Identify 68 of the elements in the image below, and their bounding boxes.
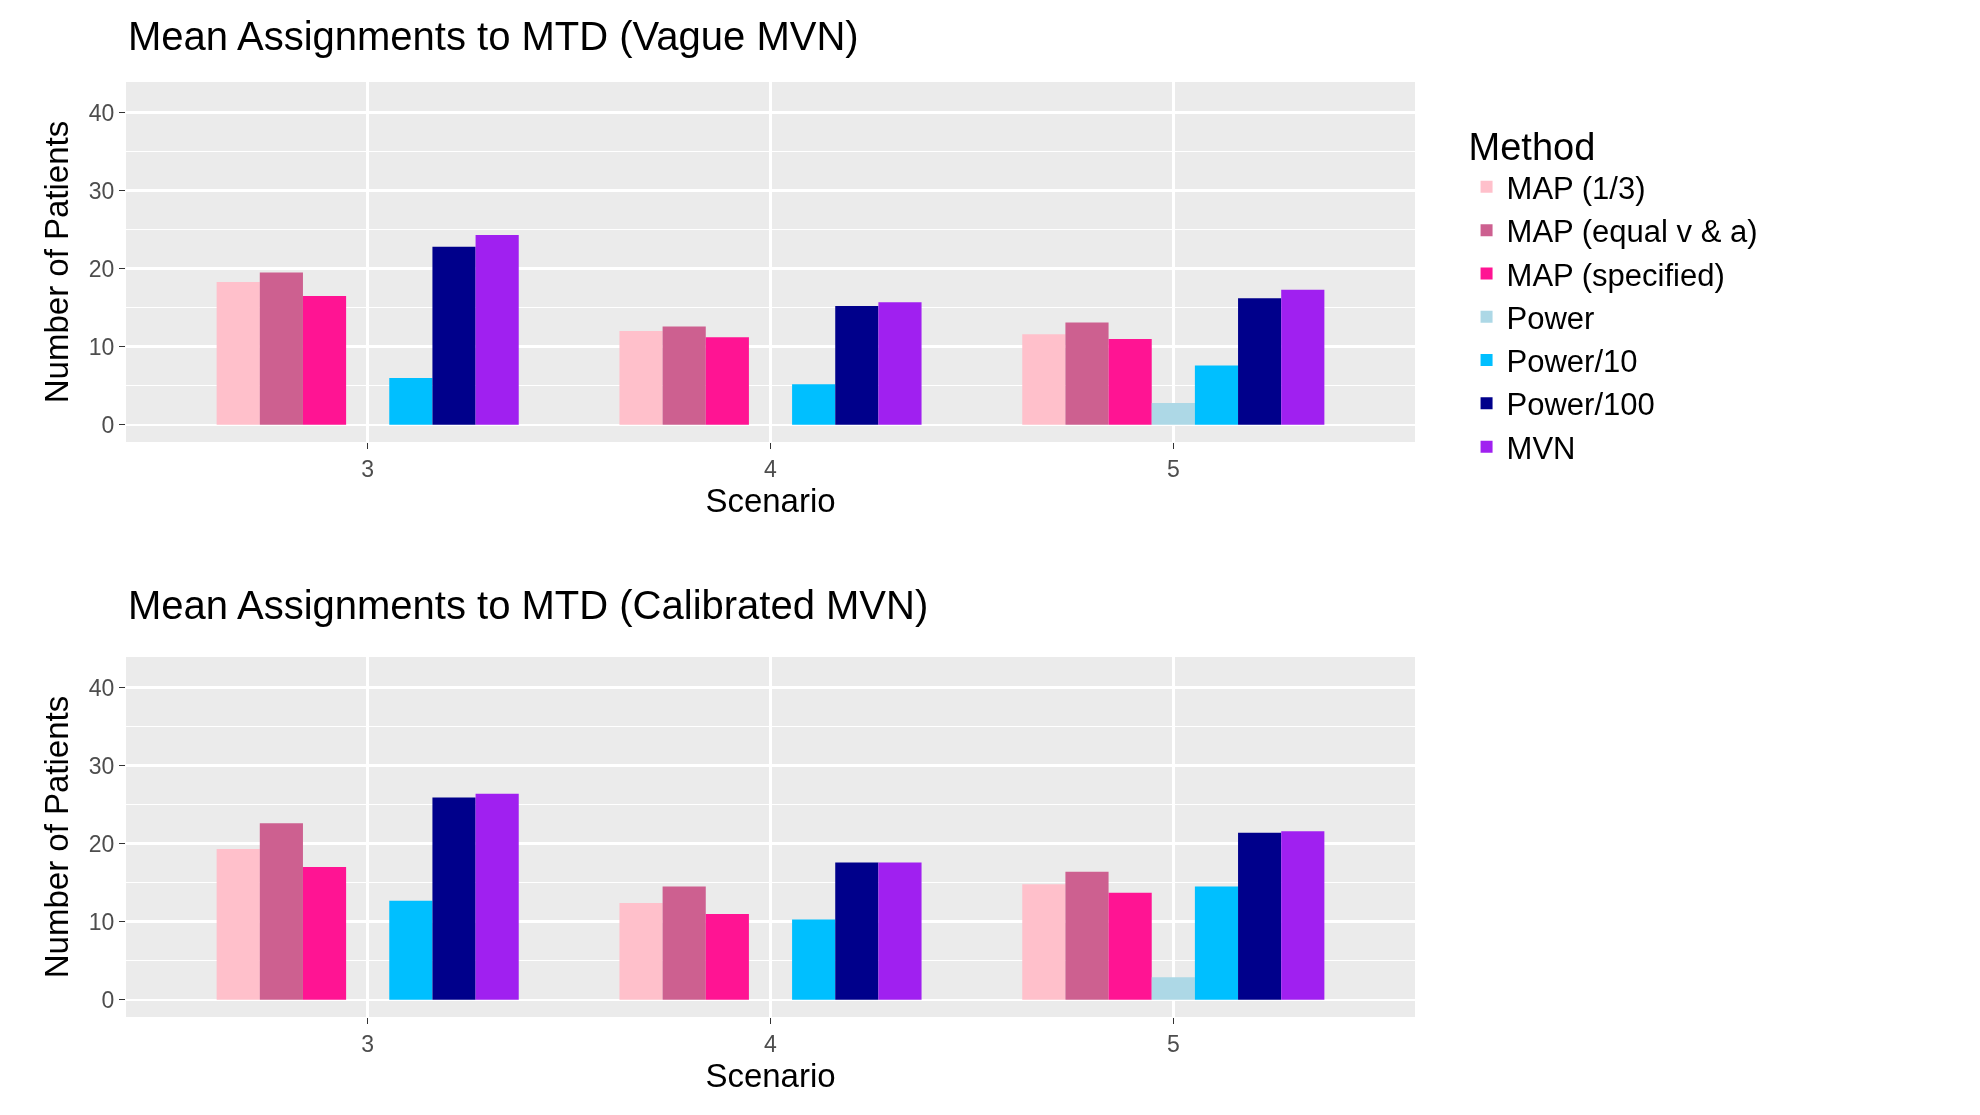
bar — [705, 337, 749, 425]
bar — [662, 886, 706, 1000]
legend-label: MAP (1/3) — [1506, 170, 1646, 206]
x-tick-label: 4 — [764, 1030, 778, 1057]
bar — [216, 281, 260, 425]
y-tick-label: 0 — [101, 986, 115, 1013]
legend-label: Power/10 — [1506, 344, 1638, 380]
bar — [302, 867, 347, 1000]
bar — [216, 849, 260, 1000]
bar — [259, 272, 303, 425]
bar — [792, 919, 836, 1000]
y-tick-label: 30 — [88, 177, 115, 204]
bar — [1151, 402, 1195, 425]
y-tick-label: 30 — [88, 752, 115, 779]
legend-label: MAP (specified) — [1506, 257, 1725, 293]
bar — [1281, 289, 1325, 425]
chart-title: Mean Assignments to MTD (Calibrated MVN) — [128, 583, 929, 627]
y-tick-label: 20 — [88, 830, 115, 857]
bar — [1238, 298, 1282, 425]
legend-label: Power/100 — [1506, 387, 1655, 423]
x-tick-label: 5 — [1166, 1030, 1180, 1057]
bar — [1238, 832, 1282, 1000]
bar — [1194, 886, 1239, 1000]
bar — [1108, 892, 1152, 1000]
chart-title: Mean Assignments to MTD (Vague MVN) — [128, 14, 859, 58]
y-tick-label: 10 — [88, 908, 115, 935]
bar — [792, 384, 836, 425]
x-tick-label: 3 — [361, 1030, 375, 1057]
bar — [878, 862, 922, 1000]
bar — [835, 306, 879, 425]
x-tick-label: 3 — [361, 455, 375, 482]
y-axis-title: Number of Patients — [37, 120, 75, 404]
x-axis-title: Scenario — [705, 482, 836, 520]
y-tick-label: 20 — [88, 255, 115, 282]
bar — [1281, 831, 1325, 1000]
bar — [878, 302, 922, 425]
bar — [475, 793, 519, 1000]
y-tick-label: 0 — [101, 411, 115, 438]
bar — [1022, 884, 1066, 1000]
bar — [259, 823, 303, 1000]
bar — [432, 797, 476, 1000]
bar — [835, 862, 879, 1000]
bar — [389, 377, 433, 425]
y-axis-title: Number of Patients — [37, 695, 75, 979]
bar — [302, 295, 347, 425]
y-tick-label: 40 — [88, 99, 115, 126]
y-tick-label: 40 — [88, 674, 115, 701]
bar — [1022, 334, 1066, 425]
x-tick-label: 4 — [764, 455, 778, 482]
bar — [432, 246, 476, 425]
x-axis-title: Scenario — [705, 1057, 836, 1095]
bar — [475, 235, 519, 425]
legend-label: Power — [1506, 300, 1595, 336]
bar — [1065, 871, 1109, 1000]
legend-title: Method — [1468, 126, 1596, 169]
bar — [1108, 338, 1152, 425]
bar — [1151, 977, 1195, 1000]
x-tick-label: 5 — [1166, 455, 1180, 482]
bar — [619, 902, 663, 1000]
bar — [389, 900, 433, 1000]
y-tick-label: 10 — [88, 333, 115, 360]
bar — [1194, 365, 1239, 425]
bar — [1065, 322, 1109, 425]
bar — [662, 326, 706, 425]
bar — [619, 331, 663, 425]
bar — [705, 913, 749, 1000]
legend-label: MAP (equal v & a) — [1506, 214, 1758, 250]
legend-label: MVN — [1506, 430, 1576, 466]
